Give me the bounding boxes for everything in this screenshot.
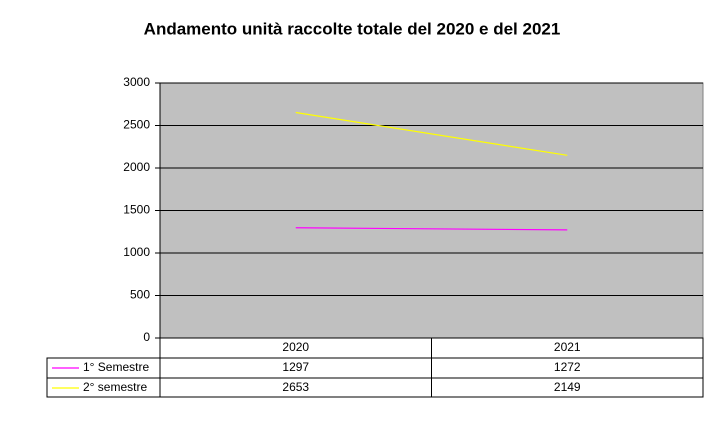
series-line: [295, 111, 568, 156]
series-line: [295, 227, 568, 231]
table-value: 2653: [282, 380, 309, 394]
x-tick-label: 2021: [554, 340, 581, 354]
y-tick-label: 2500: [123, 118, 150, 132]
table-value: 2149: [554, 380, 581, 394]
y-tick-label: 1500: [123, 203, 150, 217]
x-tick-label: 2020: [282, 340, 309, 354]
legend-label: 2° semestre: [83, 380, 147, 394]
y-tick-label: 1000: [123, 245, 150, 259]
table-value: 1272: [554, 360, 581, 374]
y-tick-label: 0: [143, 330, 150, 344]
chart-title: Andamento unità raccolte totale del 2020…: [144, 19, 561, 38]
table-value: 1297: [282, 360, 309, 374]
legend-label: 1° Semestre: [83, 360, 149, 374]
y-tick-label: 3000: [123, 75, 150, 89]
y-tick-label: 2000: [123, 160, 150, 174]
y-tick-label: 500: [130, 288, 150, 302]
